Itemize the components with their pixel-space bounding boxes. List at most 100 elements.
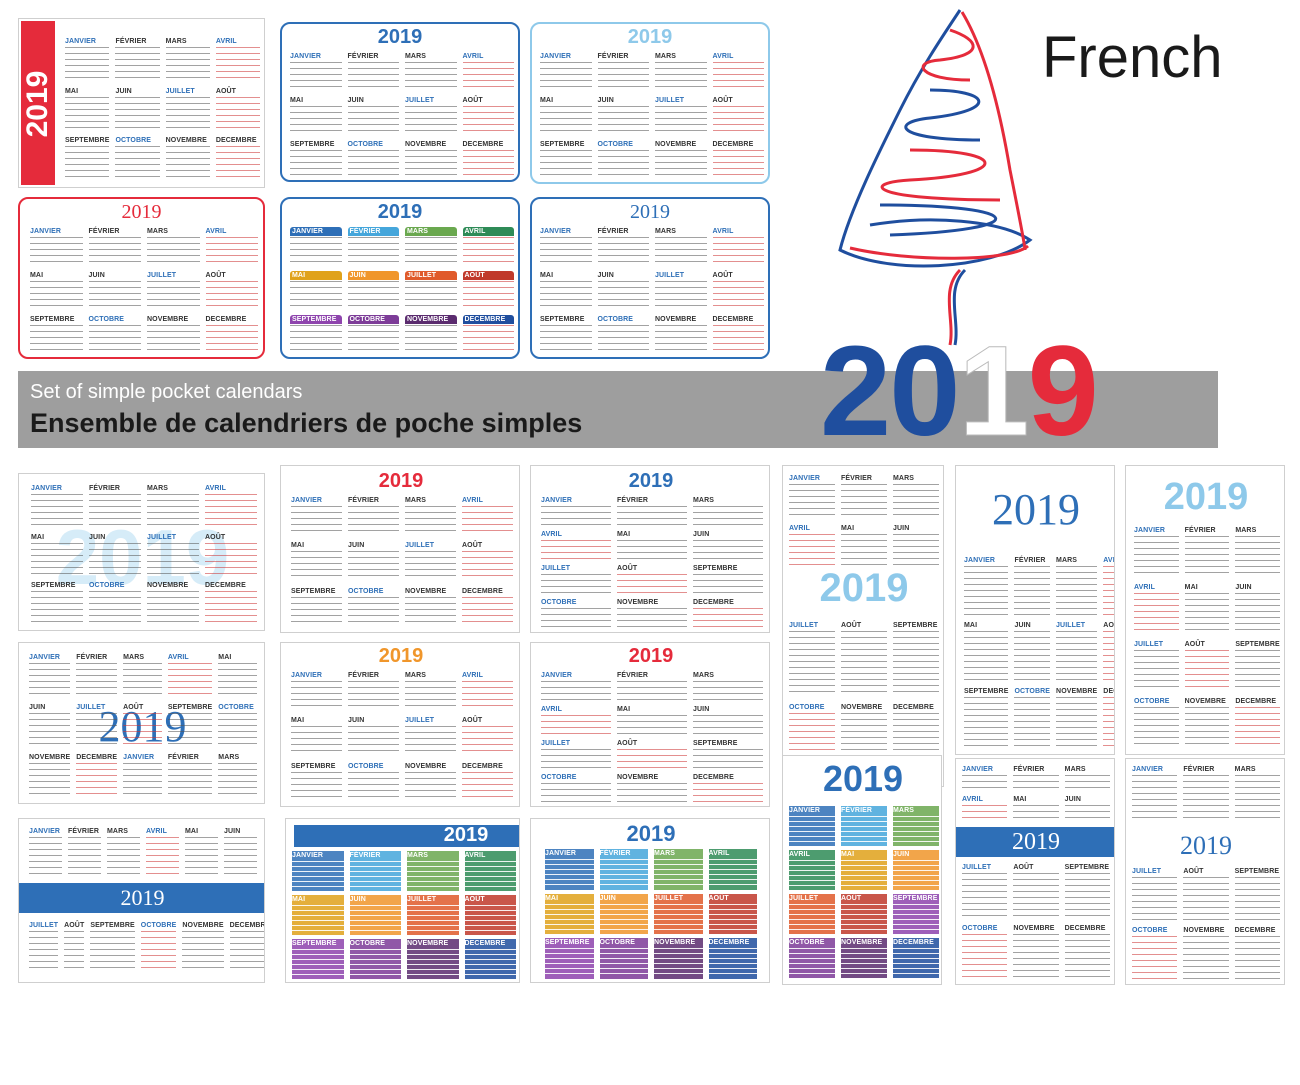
month-block: JUIN <box>693 530 763 560</box>
day-rows <box>545 859 594 889</box>
month-block: MARS <box>123 653 162 699</box>
month-grid-bottom: JUILLET AOÛT SEPTEMBRE OCTOBRE NOVEMBRE DECEM… <box>29 921 264 977</box>
day-rows <box>617 540 687 559</box>
month-block: SEPTEMBRE <box>893 894 939 934</box>
day-rows <box>205 494 257 528</box>
day-rows <box>165 146 210 181</box>
month-name: JUIN <box>893 524 910 532</box>
day-rows <box>215 146 260 181</box>
big-year: 2019 <box>820 318 1099 465</box>
day-rows <box>31 591 83 625</box>
year-sidebar <box>21 21 55 185</box>
month-block: OCTOBRE <box>597 140 649 180</box>
month-name: OCTOBRE <box>348 587 384 595</box>
month-block: JUILLET <box>789 894 835 934</box>
month-name: AOÛT <box>1013 864 1034 871</box>
month-block: NOVEMBRE <box>1183 926 1229 981</box>
month-block: JUIN <box>893 850 939 890</box>
day-rows <box>789 904 835 933</box>
month-block: JANVIER <box>964 556 1009 617</box>
day-rows <box>841 816 887 845</box>
month-block: FÉVRIER <box>348 496 399 537</box>
month-block: SEPTEMBRE <box>290 315 342 355</box>
month-name: AOÛT <box>462 97 483 104</box>
month-block: MAI <box>617 705 687 735</box>
day-rows <box>693 783 763 802</box>
month-name: OCTOBRE <box>541 774 577 781</box>
day-rows <box>597 281 649 310</box>
day-rows <box>115 47 160 82</box>
day-rows <box>540 325 592 354</box>
month-block: SEPTEMBRE <box>291 587 342 628</box>
month-block: SEPTEMBRE <box>1235 640 1280 693</box>
month-block: MAI <box>218 653 257 699</box>
month-name: JANVIER <box>123 754 155 761</box>
calendar-card-15: 2019 JANVIER FÉVRIER MARS AVRIL MAI JUIN JUILL… <box>530 642 770 807</box>
month-block: AVRIL <box>462 496 513 537</box>
month-name: MAI <box>1184 584 1198 591</box>
month-name: OCTOBRE <box>1014 687 1051 695</box>
month-block: MARS <box>165 37 210 83</box>
month-block: MAI <box>65 87 110 133</box>
month-block: AVRIL <box>462 671 513 712</box>
month-block: AOÛT <box>1183 867 1229 922</box>
month-name: MARS <box>893 475 915 482</box>
month-block: JANVIER <box>29 827 62 879</box>
day-rows <box>348 726 399 757</box>
calendar-card-2: 2019 JANVIER FÉVRIER MARS AVRIL MAI JUIN JUILL… <box>280 22 520 182</box>
month-name: JUILLET <box>655 97 685 104</box>
month-name: DECEMBRE <box>712 316 754 323</box>
month-name: JUILLET <box>1134 641 1164 648</box>
month-name: JANVIER <box>29 654 61 661</box>
day-rows <box>1013 775 1059 789</box>
month-block: AOÛT <box>1103 621 1114 682</box>
month-block: OCTOBRE <box>1134 697 1179 750</box>
month-block: OCTOBRE <box>349 939 401 979</box>
calendar-card-5: 2019 JANVIER FÉVRIER MARS AVRIL MAI JUIN JUILL… <box>280 197 520 359</box>
month-name: AOÛT <box>215 87 237 95</box>
month-name: AVRIL <box>205 485 226 492</box>
day-rows <box>1134 707 1179 749</box>
month-name: MAI <box>841 524 855 532</box>
month-block: SEPTEMBRE <box>292 939 344 979</box>
day-rows <box>464 861 516 890</box>
month-grid-top: JANVIER FÉVRIER MARS <box>1132 765 1280 827</box>
day-rows <box>893 533 939 567</box>
month-name: JUIN <box>347 271 399 280</box>
day-rows <box>76 763 118 798</box>
day-rows <box>205 591 257 625</box>
month-block: AVRIL <box>464 851 516 891</box>
month-name: JANVIER <box>540 228 572 235</box>
month-name: SEPTEMBRE <box>292 940 337 947</box>
month-block: AOÛT <box>617 739 687 769</box>
calendar-card-20: JANVIER FÉVRIER MARS AVRIL MAI JUIN 2019 JUIL… <box>955 758 1115 985</box>
day-rows <box>841 631 887 697</box>
month-name: JUILLET <box>76 704 106 711</box>
month-name: JANVIER <box>1134 527 1166 534</box>
month-block: NOVEMBRE <box>655 140 707 180</box>
day-rows <box>30 325 83 354</box>
day-rows <box>693 681 763 700</box>
month-name: SEPTEMBRE <box>540 141 585 148</box>
month-name: OCTOBRE <box>349 940 386 947</box>
month-name: AVRIL <box>464 852 486 859</box>
day-rows <box>205 542 257 576</box>
day-rows <box>1014 631 1051 682</box>
month-name: AVRIL <box>789 524 810 532</box>
month-block: JANVIER <box>31 484 83 529</box>
day-rows <box>1235 707 1280 749</box>
day-rows <box>617 574 687 593</box>
month-block: MAI <box>31 533 83 578</box>
month-name: NOVEMBRE <box>407 940 449 947</box>
month-block: NOVEMBRE <box>147 315 200 355</box>
day-rows <box>708 948 757 978</box>
month-name: JUILLET <box>962 864 992 871</box>
month-block: JUILLET <box>147 271 200 311</box>
month-block: AOÛT <box>712 96 764 136</box>
month-block: MAI <box>841 850 887 890</box>
calendar-card-6: 2019 JANVIER FÉVRIER MARS AVRIL MAI JUIN JUILL… <box>530 197 770 359</box>
month-block: MAI <box>617 530 687 560</box>
day-rows <box>789 631 835 697</box>
calendar-card-18: 2019 JANVIER FÉVRIER MARS AVRIL MAI JUIN JUILL… <box>530 818 770 983</box>
month-name: AVRIL <box>215 38 237 45</box>
